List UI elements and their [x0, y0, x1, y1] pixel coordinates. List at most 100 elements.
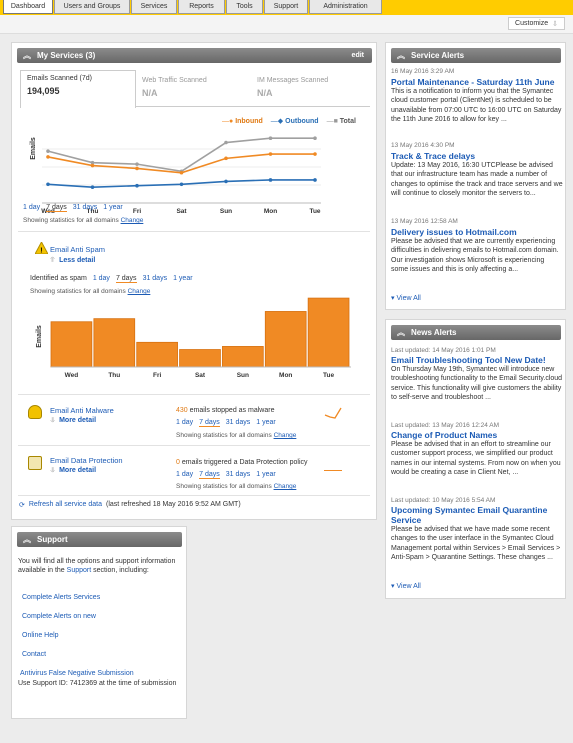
- spam-range-31-days[interactable]: 31 days: [142, 275, 168, 282]
- malware-range-1-day[interactable]: 1 day: [176, 419, 194, 426]
- support-section-link[interactable]: Support: [66, 567, 92, 575]
- tab-support[interactable]: Support: [264, 0, 308, 14]
- dlp-range-7-days[interactable]: 7 days: [199, 471, 220, 479]
- x-tick-label: Sun: [237, 372, 249, 379]
- anti-spam-detail[interactable]: ⥣ Less detail: [50, 257, 96, 264]
- spam-change-link[interactable]: Change: [127, 288, 151, 295]
- dlp-range-1-day[interactable]: 1 day: [176, 471, 194, 478]
- legend-outbound: —◆ Outbound: [270, 118, 319, 125]
- data-point-outbound[interactable]: [46, 182, 50, 187]
- dlp-change-link[interactable]: Change: [273, 483, 297, 490]
- spam-range-7-days[interactable]: 7 days: [115, 275, 137, 283]
- spam-range-1-day[interactable]: 1 day: [92, 275, 110, 282]
- collapse-chevron-icon[interactable]: ︽: [23, 535, 31, 544]
- data-point-total[interactable]: [135, 162, 139, 166]
- data-point-inbound[interactable]: [179, 170, 184, 175]
- anti-malware-detail[interactable]: ⥥ More detail: [50, 417, 97, 424]
- malware-showing-text: Showing statistics for all domains Chang…: [176, 432, 297, 439]
- news-title-link[interactable]: Email Troubleshooting Tool New Date!: [391, 355, 546, 365]
- collapse-chevron-icon[interactable]: ︽: [397, 328, 405, 337]
- tab-dashboard[interactable]: Dashboard: [3, 0, 53, 14]
- data-point-outbound[interactable]: [135, 183, 139, 188]
- dlp-range-31-days[interactable]: 31 days: [225, 471, 251, 478]
- data-point-inbound[interactable]: [313, 152, 317, 156]
- support-link-av-submission[interactable]: Antivirus False Negative Submission: [20, 670, 134, 677]
- emails-scanned-tab[interactable]: Emails Scanned (7d) 194,095: [20, 70, 136, 108]
- change-link[interactable]: Change: [120, 217, 144, 224]
- im-messages-tab[interactable]: IM Messages Scanned N/A: [257, 77, 329, 98]
- data-point-inbound[interactable]: [268, 152, 273, 156]
- range-31-days[interactable]: 31 days: [72, 204, 98, 211]
- x-tick-label: Fri: [133, 208, 142, 215]
- tab-services[interactable]: Services: [131, 0, 177, 14]
- malware-range-1-year[interactable]: 1 year: [256, 419, 276, 426]
- service-alerts-view-all[interactable]: ▾ View All: [391, 295, 421, 302]
- tab-administration[interactable]: Administration: [309, 0, 382, 14]
- refresh-link[interactable]: Refresh all service data: [28, 501, 103, 508]
- range-7-days[interactable]: 7 days: [46, 204, 67, 212]
- refresh-icon[interactable]: ⟳: [19, 502, 25, 509]
- tab-reports[interactable]: Reports: [178, 0, 225, 14]
- bar-sat[interactable]: [179, 349, 221, 368]
- web-traffic-tab[interactable]: Web Traffic Scanned N/A: [142, 77, 207, 98]
- malware-range-31-days[interactable]: 31 days: [225, 419, 251, 426]
- data-point-outbound[interactable]: [313, 178, 317, 182]
- bar-sun[interactable]: [222, 346, 264, 368]
- spam-range-row: Identified as spam 1 day 7 days 31 days …: [30, 275, 193, 283]
- range-1-year[interactable]: 1 year: [103, 204, 123, 211]
- support-link-alerts-new[interactable]: Complete Alerts on new: [22, 613, 96, 620]
- data-point-total[interactable]: [268, 136, 273, 140]
- news-title-link[interactable]: Change of Product Names: [391, 430, 498, 440]
- alert-title-link[interactable]: Track & Trace delays: [391, 151, 476, 161]
- spam-range-1-year[interactable]: 1 year: [173, 275, 193, 282]
- alert-title-link[interactable]: Delivery issues to Hotmail.com: [391, 227, 517, 237]
- bar-tue[interactable]: [307, 297, 350, 368]
- divider: [18, 445, 370, 446]
- data-point-total[interactable]: [46, 149, 50, 153]
- support-link-online-help[interactable]: Online Help: [22, 632, 59, 639]
- data-point-outbound[interactable]: [268, 178, 273, 182]
- warning-icon: !: [34, 240, 49, 255]
- customize-button[interactable]: Customize ⇩: [508, 17, 565, 30]
- alert-title-link[interactable]: Portal Maintenance - Saturday 11th June: [391, 77, 555, 87]
- my-services-panel: ︽ My Services (3) edit Emails Scanned (7…: [11, 42, 377, 520]
- support-header: ︽ Support: [17, 532, 182, 547]
- malware-sparkline: [324, 407, 342, 419]
- data-point-inbound[interactable]: [90, 163, 95, 168]
- bar-mon[interactable]: [264, 311, 307, 368]
- anti-malware-title[interactable]: Email Anti Malware: [50, 406, 114, 415]
- bar-thu[interactable]: [93, 318, 136, 368]
- data-point-inbound[interactable]: [135, 166, 139, 171]
- support-panel: ︽ Support You will find all the options …: [11, 526, 187, 719]
- line-showing-text: Showing statistics for all domains Chang…: [23, 217, 144, 224]
- bar-fri[interactable]: [136, 341, 178, 368]
- dlp-range-1-year[interactable]: 1 year: [256, 471, 276, 478]
- data-point-inbound[interactable]: [224, 156, 228, 161]
- tab-tools[interactable]: Tools: [226, 0, 263, 14]
- collapse-chevron-icon[interactable]: ︽: [23, 51, 31, 60]
- top-nav-bar: Dashboard Users and Groups Services Repo…: [0, 0, 573, 15]
- anti-spam-title[interactable]: Email Anti Spam: [50, 245, 106, 254]
- data-point-total[interactable]: [90, 160, 95, 165]
- tab-users-and-groups[interactable]: Users and Groups: [54, 0, 130, 14]
- collapse-chevron-icon[interactable]: ︽: [397, 51, 405, 60]
- x-tick-label: Tue: [323, 372, 334, 379]
- refresh-row: ⟳ Refresh all service data (last refresh…: [19, 501, 241, 509]
- news-title-link[interactable]: Upcoming Symantec Email Quarantine Servi…: [391, 505, 548, 525]
- malware-change-link[interactable]: Change: [273, 432, 297, 439]
- bar-wed[interactable]: [50, 321, 93, 368]
- data-point-outbound[interactable]: [179, 182, 184, 187]
- support-link-contact[interactable]: Contact: [22, 651, 47, 658]
- data-point-outbound[interactable]: [224, 179, 228, 184]
- data-protection-detail[interactable]: ⥥ More detail: [50, 467, 97, 474]
- data-point-total[interactable]: [224, 140, 228, 145]
- data-point-outbound[interactable]: [90, 185, 95, 189]
- news-alerts-view-all[interactable]: ▾ View All: [391, 583, 421, 590]
- support-link-complete-alerts[interactable]: Complete Alerts Services: [22, 594, 101, 601]
- malware-range-7-days[interactable]: 7 days: [199, 419, 220, 427]
- data-point-inbound[interactable]: [46, 155, 50, 159]
- data-point-total[interactable]: [313, 136, 317, 140]
- edit-link[interactable]: edit: [351, 52, 364, 59]
- range-1-day[interactable]: 1 day: [23, 204, 41, 211]
- data-protection-title[interactable]: Email Data Protection: [50, 456, 123, 465]
